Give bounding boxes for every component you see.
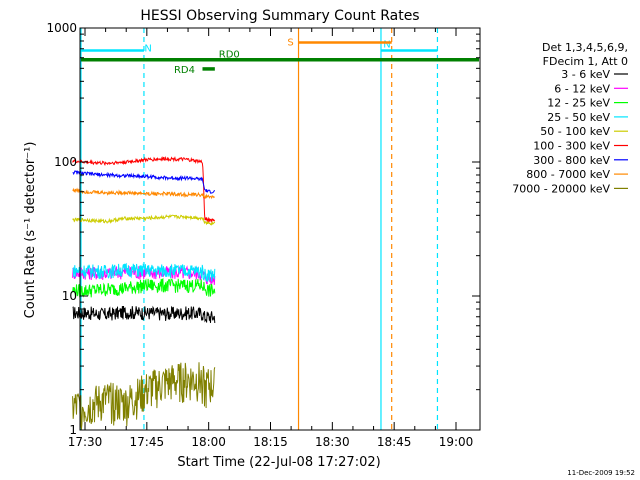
- legend-header: FDecim 1, Att 0: [543, 55, 628, 68]
- x-tick-label: 18:00: [191, 435, 226, 449]
- series-line: [72, 277, 216, 298]
- x-tick-label: 17:45: [130, 435, 165, 449]
- y-tick-label: 10: [62, 289, 77, 303]
- plot-frame: [79, 27, 481, 431]
- vertical-markers: [80, 28, 439, 430]
- series-line: [72, 187, 215, 200]
- legend-entry-label: 300 - 800 keV: [533, 154, 610, 167]
- legend: Det 1,3,4,5,6,9,FDecim 1, Att 03 - 6 keV…: [512, 41, 628, 195]
- x-tick-label: 18:45: [377, 435, 412, 449]
- x-tick-label: 18:30: [315, 435, 350, 449]
- series-line: [72, 214, 216, 226]
- legend-entry-label: 25 - 50 keV: [547, 111, 610, 124]
- legend-entry-label: 7000 - 20000 keV: [512, 182, 610, 195]
- series-line: [72, 170, 215, 194]
- y-tick-label: 1000: [46, 21, 77, 35]
- generated-timestamp: 11-Dec-2009 19:52: [567, 469, 635, 477]
- legend-header: Det 1,3,4,5,6,9,: [542, 41, 628, 54]
- x-tick-label: 17:30: [68, 435, 103, 449]
- series-line: [72, 362, 216, 431]
- series-line: [72, 305, 216, 324]
- annotation-label: RD0: [219, 50, 240, 61]
- y-tick-label: 1: [69, 423, 77, 437]
- legend-entry-label: 6 - 12 keV: [554, 82, 610, 95]
- annotation-label: S: [287, 37, 293, 48]
- series-line: [72, 155, 216, 224]
- x-tick-label: 18:15: [253, 435, 288, 449]
- x-tick-label: 19:00: [439, 435, 474, 449]
- y-tick-label: 100: [54, 155, 77, 169]
- legend-entry-label: 3 - 6 keV: [561, 68, 610, 81]
- y-axis-label: Count Rate (s⁻¹ detector⁻¹): [23, 142, 38, 319]
- legend-entry-label: 50 - 100 keV: [540, 125, 610, 138]
- annotation-bars: N N S RD0 RD4: [81, 37, 479, 76]
- chart-title: HESSI Observing Summary Count Rates: [140, 8, 419, 24]
- series-layer: [72, 155, 216, 431]
- annotation-label: N: [144, 43, 151, 54]
- axes: 1 10 100 1000 17:30 17:45 18:00 18:15 18:30 18:45…: [46, 21, 481, 449]
- legend-entry-label: 800 - 7000 keV: [526, 168, 610, 181]
- legend-entry-label: 100 - 300 keV: [533, 140, 610, 153]
- series-line: [72, 265, 216, 286]
- legend-entry-label: 12 - 25 keV: [547, 97, 610, 110]
- x-axis-label: Start Time (22-Jul-08 17:27:02): [177, 455, 380, 470]
- annotation-label: RD4: [174, 65, 195, 76]
- annotation-label: N: [383, 39, 390, 50]
- series-line: [72, 262, 216, 282]
